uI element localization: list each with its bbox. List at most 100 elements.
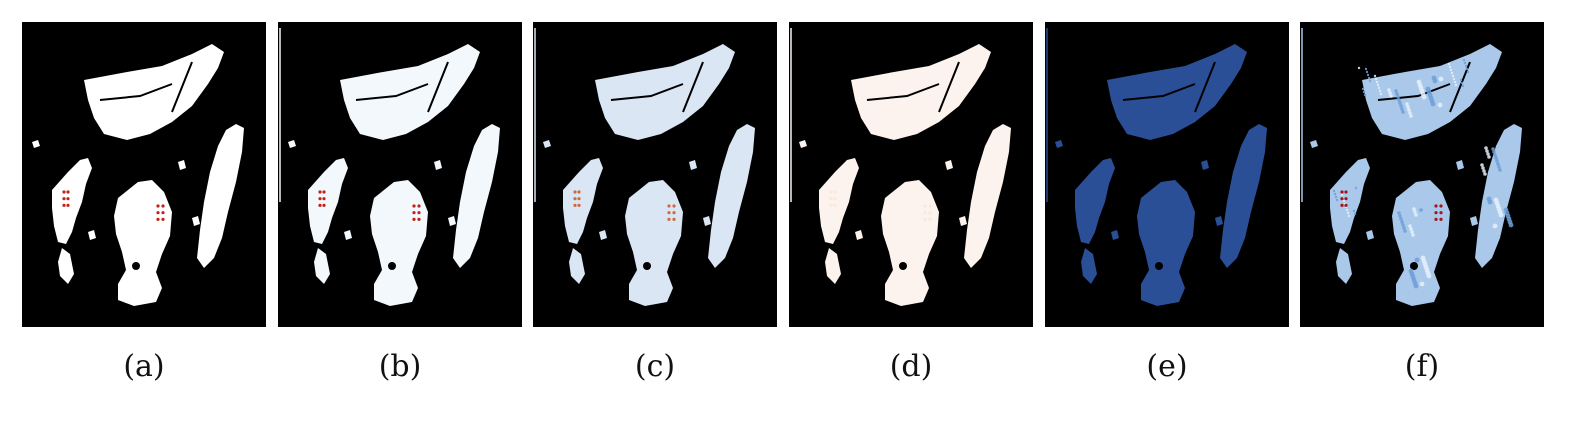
texture-speckle <box>1437 102 1443 108</box>
hotspot-center <box>923 217 927 221</box>
texture-speckle <box>1365 70 1369 74</box>
speck-1 <box>1310 140 1318 148</box>
texture-speckle <box>1389 94 1393 98</box>
texture-speckle <box>1493 153 1497 157</box>
tissue-left-lower <box>1336 248 1352 284</box>
hotspot-left <box>1085 190 1089 194</box>
texture-speckle <box>1352 209 1356 213</box>
panel-b-image <box>278 22 522 327</box>
texture-speckle <box>1375 80 1379 84</box>
hotspot-center <box>928 204 932 208</box>
texture-speckle <box>1367 76 1371 80</box>
texture-speckle <box>1332 189 1336 193</box>
hotspot-center <box>672 211 676 215</box>
speck-2 <box>434 160 442 170</box>
hotspot-left <box>577 190 581 194</box>
hotspot-center <box>1179 211 1183 215</box>
hotspot-center <box>928 211 932 215</box>
hotspot-left <box>833 197 837 201</box>
texture-speckle <box>1414 213 1418 217</box>
hotspot-left <box>829 190 833 194</box>
tissue-fold-line <box>610 61 704 113</box>
speck-1 <box>799 140 807 148</box>
texture-speckle <box>1491 147 1495 151</box>
texture-speckle <box>1459 78 1463 82</box>
hotspot-center <box>1439 211 1443 215</box>
texture-speckle <box>1498 168 1502 172</box>
hotspot-left <box>573 197 577 201</box>
speck-4 <box>1215 216 1223 226</box>
panel-f-image <box>1300 22 1544 327</box>
hotspot-center <box>1434 211 1438 215</box>
hotspot-center <box>1439 217 1443 221</box>
tissue-left-lower <box>314 248 330 284</box>
texture-speckle <box>1414 257 1420 263</box>
tissue-hole <box>132 262 140 270</box>
texture-speckle <box>1400 220 1404 224</box>
tissue-fold-line <box>1122 61 1216 113</box>
texture-speckle <box>1388 91 1392 95</box>
hotspot-center <box>928 217 932 221</box>
panel-c-image <box>533 22 777 327</box>
tissue-top <box>84 44 224 140</box>
texture-speckle <box>1486 196 1492 202</box>
tissue-left <box>52 158 92 244</box>
hotspot-center <box>1184 211 1188 215</box>
speck-4 <box>192 216 200 226</box>
tissue-fold-line <box>866 61 960 113</box>
texture-speckle <box>1483 172 1487 176</box>
panel-b-caption: (b) <box>378 349 422 384</box>
tissue-right <box>197 124 244 268</box>
tissue-left <box>308 158 348 244</box>
texture-speckle <box>1465 67 1469 71</box>
texture-speckle <box>1411 233 1415 237</box>
texture-speckle <box>1354 186 1358 190</box>
texture-speckle <box>1413 210 1417 214</box>
texture-speckle <box>1449 68 1453 72</box>
hotspot-center <box>156 211 160 215</box>
texture-speckle <box>1447 62 1451 66</box>
texture-speckle <box>1347 214 1351 218</box>
segmentation-mask-d <box>790 28 1011 306</box>
hotspot-left <box>573 203 577 207</box>
texture-speckle <box>1403 229 1407 233</box>
speck-4 <box>959 216 967 226</box>
texture-speckle <box>1438 76 1444 82</box>
tissue-right <box>1220 124 1267 268</box>
tissue-left <box>563 158 603 244</box>
texture-speckle <box>1399 217 1403 221</box>
texture-speckle <box>1464 64 1468 68</box>
segmentation-mask-e <box>1046 28 1267 306</box>
texture-speckle <box>1419 208 1423 212</box>
texture-speckle <box>1366 73 1370 77</box>
tissue-right <box>453 124 500 268</box>
hotspot-left <box>322 203 326 207</box>
texture-speckle <box>1379 92 1383 96</box>
texture-speckle <box>1396 95 1400 99</box>
hotspot-center <box>412 211 416 215</box>
panel-a-caption: (a) <box>123 349 165 384</box>
hotspot-center <box>1184 204 1188 208</box>
texture-speckle <box>1342 199 1346 203</box>
tissue-fold-line <box>1377 61 1471 113</box>
tissue-right <box>1475 124 1522 268</box>
texture-speckle <box>1493 197 1499 203</box>
speck-3 <box>599 230 607 240</box>
hotspot-left <box>577 197 581 201</box>
tissue-hole <box>1155 262 1163 270</box>
texture-speckle <box>1485 149 1489 153</box>
texture-speckle <box>1431 75 1437 81</box>
speck-3 <box>1111 230 1119 240</box>
speck-1 <box>288 140 296 148</box>
hotspot-left <box>573 190 577 194</box>
tissue-fold-line <box>355 61 449 113</box>
tissue-center <box>114 180 172 306</box>
texture-speckle <box>1398 101 1402 105</box>
segmentation-mask-c <box>534 28 755 306</box>
hotspot-center <box>161 204 165 208</box>
texture-speckle <box>1487 155 1491 159</box>
texture-speckle <box>1357 66 1361 70</box>
texture-speckle <box>1484 146 1488 150</box>
tissue-center <box>1137 180 1195 306</box>
hotspot-left <box>322 197 326 201</box>
